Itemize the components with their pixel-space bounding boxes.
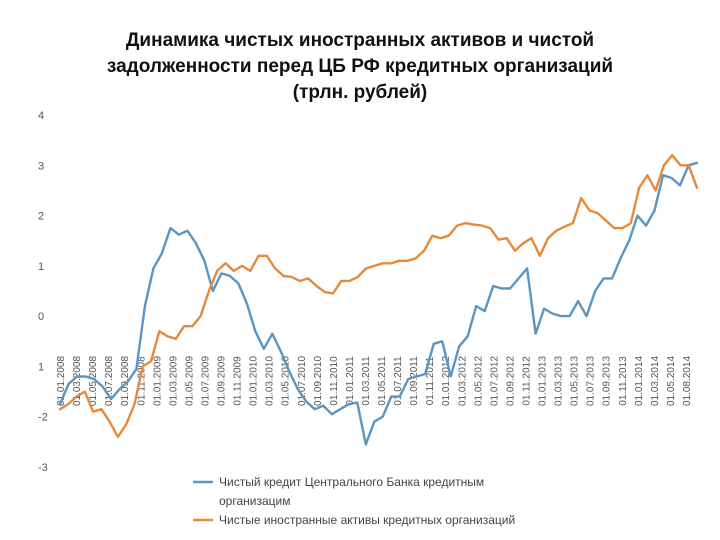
legend-label-1a: Чистый кредит Центрального Банка кредитн… [219,475,484,489]
x-tick-label: 01.09.2010 [313,356,324,406]
x-tick-label: 01.05.2013 [570,356,581,406]
x-tick-label: 01.05.2014 [666,356,677,406]
x-tick-label: 01.05.2008 [88,356,99,406]
x-tick-label: 01.09.2012 [505,356,516,406]
x-tick-label: 01.11.2012 [521,356,532,406]
y-tick-label: 0 [38,311,44,323]
series-line-2 [58,153,699,438]
x-tick-label: 01.07.2012 [489,356,500,406]
x-tick-label: 01.03.2008 [72,356,83,406]
y-tick-label: 2 [38,211,44,223]
x-axis-ticks: 01.01.2008 01.03.2008 01.05.2008 01.07.2008… [56,356,693,406]
y-tick-label: 3 [38,160,44,172]
x-tick-label: 01.03.2014 [650,356,661,406]
x-tick-label: 01.09.2011 [409,356,420,406]
x-tick-label: 01.01.2008 [56,356,67,406]
x-tick-label: 01.03.2012 [457,356,468,406]
x-tick-label: 01.03.2011 [361,356,372,406]
x-tick-label: 01.01.2014 [634,356,645,406]
x-tick-label: 01.03.2013 [554,356,565,406]
x-tick-label: 01.07.2009 [200,356,211,406]
title-line-3: (трлн. рублей) [292,82,428,103]
title-line-2: задолженности перед ЦБ РФ кредитных орга… [106,56,614,77]
y-tick-label: -3 [38,462,48,474]
x-tick-label: 01.01.2012 [441,356,452,406]
x-tick-label: 01.01.2013 [538,356,549,406]
x-tick-label: 01.07.2011 [393,356,404,406]
x-tick-label: 01.08.2014 [682,356,693,406]
x-tick-label: 01.05.2012 [473,356,484,406]
x-tick-label: 01.07.2008 [104,356,115,406]
series-lines [58,153,699,446]
legend-label-1b: организацим [219,494,290,508]
x-tick-label: 01.07.2013 [586,356,597,406]
x-tick-label: 01.11.2013 [618,356,629,406]
chart-title: Динамика чистых иностранных активов и чи… [40,28,680,106]
x-tick-label: 01.01.2010 [249,356,260,406]
x-tick-label: 01.09.2013 [602,356,613,406]
y-tick-label: 4 [38,110,44,122]
x-tick-label: 01.07.2010 [297,356,308,406]
series-line-1 [58,161,699,446]
x-tick-label: 01.11.2010 [329,356,340,406]
y-axis-ticks: 4 3 2 1 0 1 -2 -3 [38,110,48,474]
title-line-1: Динамика чистых иностранных активов и чи… [125,30,595,51]
x-tick-label: 01.05.2011 [377,356,388,406]
legend-label-2: Чистые иностранные активы кредитных орга… [219,513,515,527]
x-tick-label: 01.05.2009 [184,356,195,406]
legend: Чистый кредит Центрального Банка кредитн… [193,475,515,527]
x-tick-label: 01.11.2011 [425,356,436,405]
x-tick-label: 01.11.2009 [233,356,244,406]
y-tick-label: 1 [38,261,44,273]
y-tick-label: 1 [38,361,44,373]
x-tick-label: 01.09.2009 [217,356,228,406]
x-tick-label: 01.03.2009 [168,356,179,406]
x-tick-label: 01.05.2010 [281,356,292,406]
x-tick-label: 01.09.2008 [120,356,131,406]
x-tick-label: 01.01.2011 [345,356,356,406]
y-tick-label: -2 [38,412,48,424]
x-tick-label: 01.03.2010 [265,356,276,406]
x-tick-label: 01.11.2008 [136,356,147,406]
x-tick-label: 01.01.2009 [152,356,163,406]
